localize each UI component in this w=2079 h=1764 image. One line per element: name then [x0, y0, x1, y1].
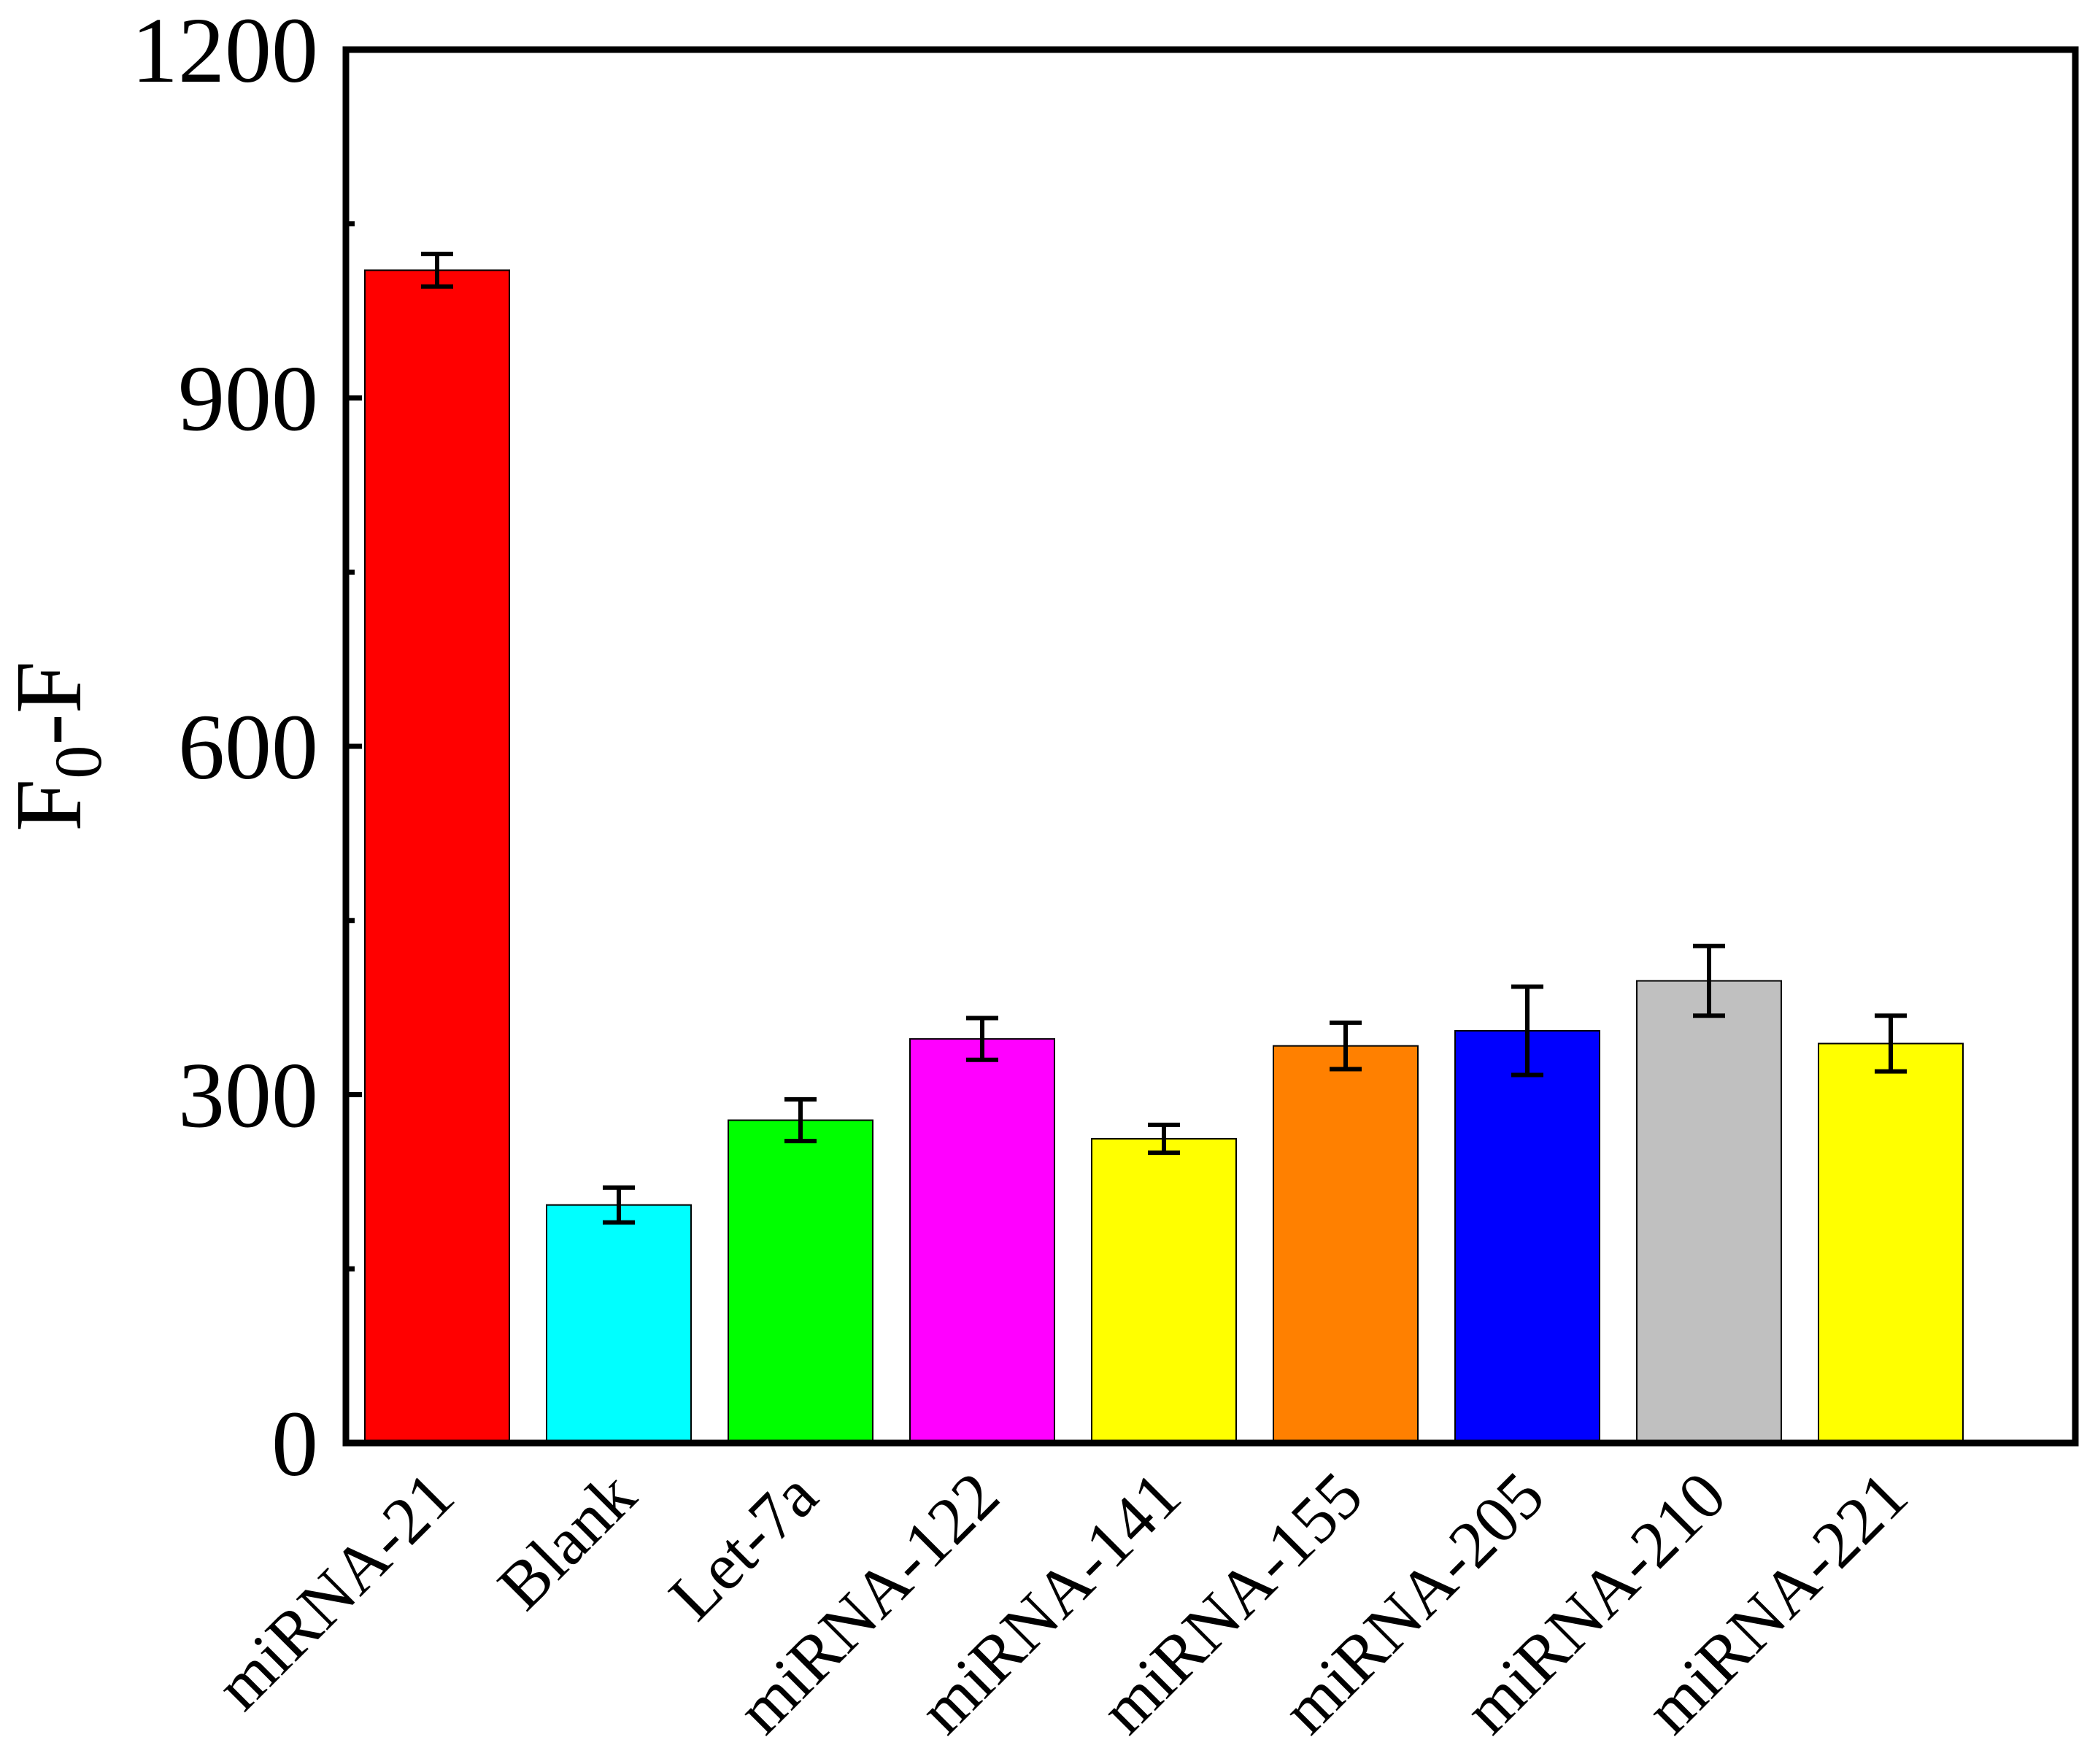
y-tick-label-300: 300 [178, 1044, 318, 1148]
error-bar-mirna-21 [421, 252, 453, 289]
bar-mirna-122 [909, 1038, 1055, 1444]
error-bar-mirna-221 [1875, 1013, 1907, 1074]
y-axis-title-rest: -F [0, 661, 101, 746]
bar-mirna-221 [1818, 1042, 1964, 1444]
error-bar-mirna-210 [1693, 943, 1725, 1018]
y-tick-label-1200: 1200 [131, 0, 318, 102]
bar-mirna-21 [364, 269, 510, 1444]
error-bar-blank [603, 1185, 635, 1225]
y-tick-label-900: 900 [178, 347, 318, 451]
y-axis-title-main: F [0, 779, 101, 832]
bar-mirna-155 [1273, 1045, 1419, 1444]
bars-layer [364, 269, 1964, 1444]
bar-blank [546, 1204, 692, 1444]
y-tick-label-600: 600 [178, 695, 318, 799]
error-bar-mirna-122 [966, 1016, 998, 1062]
bar-mirna-141 [1091, 1137, 1237, 1444]
error-bar-let-7a [784, 1096, 817, 1144]
x-tick-label-mirna-21: miRNA-21 [201, 1458, 468, 1724]
error-bar-mirna-155 [1330, 1020, 1362, 1072]
bar-mirna-210 [1636, 980, 1782, 1444]
error-bar-mirna-205 [1511, 984, 1543, 1078]
error-bar-mirna-141 [1148, 1122, 1180, 1156]
x-tick-label-let-7a: Let-7a [655, 1458, 831, 1634]
x-axis-category-labels: miRNA-21 Blank Let-7amiRNA-122miRNA-141miR… [201, 1458, 1921, 1747]
bar-mirna-205 [1454, 1029, 1600, 1444]
x-tick-label-blank: Blank [484, 1458, 650, 1624]
y-tick-label-0: 0 [271, 1392, 318, 1496]
y-axis-title-subscript: 0 [41, 746, 115, 779]
y-axis-ticks [346, 47, 362, 1446]
bar-let-7a [728, 1119, 873, 1444]
error-bars-layer [421, 252, 1907, 1225]
y-axis-title: F0-F [0, 661, 115, 832]
y-axis-tick-labels: 0 300 600 900 1200 [131, 0, 318, 1496]
